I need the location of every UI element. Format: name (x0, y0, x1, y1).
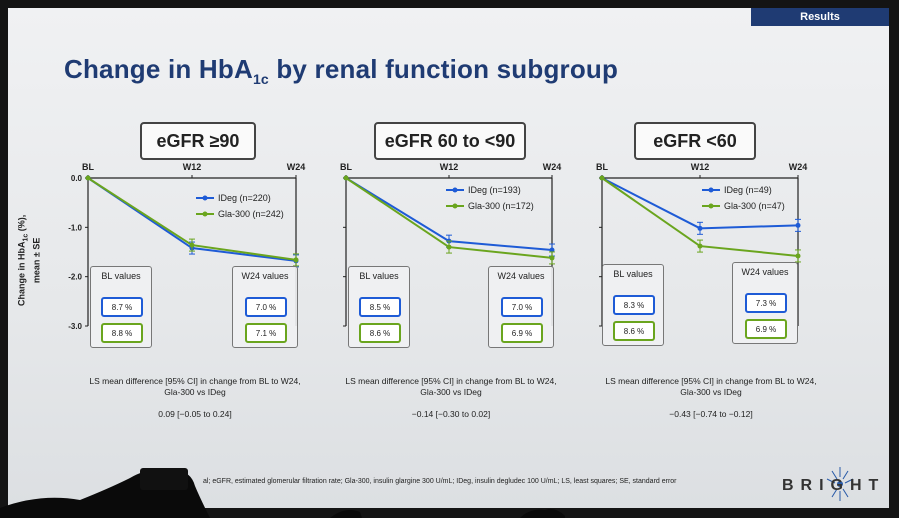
x-tick-label: BL (340, 162, 352, 172)
caption-line1: LS mean difference [95% CI] in change fr… (605, 376, 817, 386)
ls-mean-value: 0.09 [−0.05 to 0.24] (158, 409, 232, 419)
y-tick-label: -3.0 (68, 322, 82, 331)
x-tick-label: W12 (440, 162, 459, 172)
ls-mean-value: −0.43 [−0.74 to −0.12] (669, 409, 753, 419)
chart-panel-egfr-90: eGFR ≥90 BL W12 W24 0.0 -1.0 -2.0 -3.0 IDeg (n=… (68, 8, 338, 448)
subgroup-title: eGFR ≥90 (140, 122, 256, 160)
w24-ideg-value: 7.0 % (501, 297, 543, 317)
x-tick-label: BL (596, 162, 608, 172)
x-tick-label: W24 (789, 162, 808, 172)
x-tick-label: W12 (691, 162, 710, 172)
legend-label: IDeg (n=193) (468, 185, 521, 195)
legend-marker (202, 211, 208, 217)
bl-gla-value: 8.8 % (101, 323, 143, 343)
line-chart: BL W12 W24 0.0 -1.0 -2.0 -3.0 IDeg (n=220) Gla-3… (68, 162, 306, 331)
bl-values-title: BL values (101, 271, 141, 281)
starburst-icon (826, 467, 854, 501)
title-main: Change in HbA (64, 54, 253, 84)
w24-values-title: W24 values (241, 271, 289, 281)
bright-logo: BRIGHT (782, 463, 887, 503)
subgroup-title: eGFR 60 to <90 (374, 122, 526, 160)
y-axis-label-subscript: 1c (22, 233, 30, 242)
chart-panel-egfr-lt-60: eGFR <60 BL W12 W24 IDeg (n=49) Gla-300 (n=4… (584, 8, 854, 448)
y-axis-label: Change in HbA1c (%), mean ± SE (17, 205, 42, 315)
x-tick-label: W24 (543, 162, 562, 172)
data-point (293, 257, 299, 263)
y-tick-label: 0.0 (71, 174, 83, 183)
ls-mean-caption: LS mean difference [95% CI] in change fr… (586, 376, 836, 398)
legend-label: IDeg (n=220) (218, 193, 271, 203)
title-subscript: 1c (252, 71, 269, 88)
y-axis-label-line1: Change in HbA (16, 241, 27, 307)
x-tick-label: BL (82, 162, 94, 172)
bl-gla-value: 8.6 % (359, 323, 401, 343)
x-tick-label: W24 (287, 162, 306, 172)
legend-marker (452, 203, 458, 209)
data-point (549, 255, 555, 261)
w24-values-box: W24 values 7.3 % 6.9 % (732, 262, 798, 344)
bl-values-title: BL values (613, 269, 653, 279)
footnote: al; eGFR, estimated glomerular filtratio… (203, 478, 677, 485)
data-point (549, 247, 555, 253)
data-point (599, 175, 605, 181)
bl-values-box: BL values 8.3 % 8.6 % (602, 264, 664, 346)
slide-title: Change in HbA1c by renal function subgro… (64, 54, 618, 87)
data-point (795, 222, 801, 228)
w24-ideg-value: 7.0 % (245, 297, 287, 317)
results-tab: Results (751, 8, 889, 26)
ls-mean-value: −0.14 [−0.30 to 0.02] (411, 409, 491, 419)
ls-mean-caption: LS mean difference [95% CI] in change fr… (326, 376, 576, 398)
caption-line1: LS mean difference [95% CI] in change fr… (345, 376, 557, 386)
w24-gla-value: 6.9 % (745, 319, 787, 339)
subgroup-title: eGFR <60 (634, 122, 756, 160)
w24-ideg-value: 7.3 % (745, 293, 787, 313)
line-chart: BL W12 W24 IDeg (n=49) Gla-300 (n=47) (596, 162, 808, 327)
bl-values-box: BL values 8.5 % 8.6 % (348, 266, 410, 348)
chart-panel-egfr-60-90: eGFR 60 to <90 BL W12 W24 IDeg (n=193) Gla-3… (326, 8, 596, 448)
data-point (85, 175, 91, 181)
data-point (446, 244, 452, 250)
w24-gla-value: 7.1 % (245, 323, 287, 343)
w24-gla-value: 6.9 % (501, 323, 543, 343)
bl-ideg-value: 8.3 % (613, 295, 655, 315)
data-point (697, 243, 703, 249)
ls-mean-caption: LS mean difference [95% CI] in change fr… (70, 376, 320, 398)
slide: Results Change in HbA1c by renal functio… (8, 8, 889, 508)
caption-line2: Gla-300 vs IDeg (164, 387, 226, 397)
w24-values-title: W24 values (741, 267, 789, 277)
bl-ideg-value: 8.5 % (359, 297, 401, 317)
bl-values-box: BL values 8.7 % 8.8 % (90, 266, 152, 348)
bl-ideg-value: 8.7 % (101, 297, 143, 317)
legend-label: Gla-300 (n=47) (724, 201, 785, 211)
legend-marker (452, 187, 458, 193)
legend-marker (708, 203, 714, 209)
legend-marker (708, 187, 714, 193)
legend-label: IDeg (n=49) (724, 185, 772, 195)
data-point (795, 253, 801, 259)
y-tick-label: -2.0 (68, 273, 82, 282)
brand-name: BRIGHT (782, 477, 886, 494)
data-point (343, 175, 349, 181)
legend-marker (202, 195, 208, 201)
w24-values-title: W24 values (497, 271, 545, 281)
legend-label: Gla-300 (n=172) (468, 201, 534, 211)
data-point (189, 242, 195, 248)
x-tick-label: W12 (183, 162, 202, 172)
title-rest: by renal function subgroup (268, 54, 619, 84)
y-axis-label-line1b: (%), (16, 214, 27, 234)
bl-values-title: BL values (359, 271, 399, 281)
caption-line1: LS mean difference [95% CI] in change fr… (89, 376, 301, 386)
w24-values-box: W24 values 7.0 % 7.1 % (232, 266, 298, 348)
caption-line2: Gla-300 vs IDeg (680, 387, 742, 397)
data-point (697, 225, 703, 231)
legend-label: Gla-300 (n=242) (218, 209, 284, 219)
y-tick-label: -1.0 (68, 223, 82, 232)
caption-line2: Gla-300 vs IDeg (420, 387, 482, 397)
w24-values-box: W24 values 7.0 % 6.9 % (488, 266, 554, 348)
bl-gla-value: 8.6 % (613, 321, 655, 341)
y-axis-label-line2: mean ± SE (31, 237, 42, 284)
